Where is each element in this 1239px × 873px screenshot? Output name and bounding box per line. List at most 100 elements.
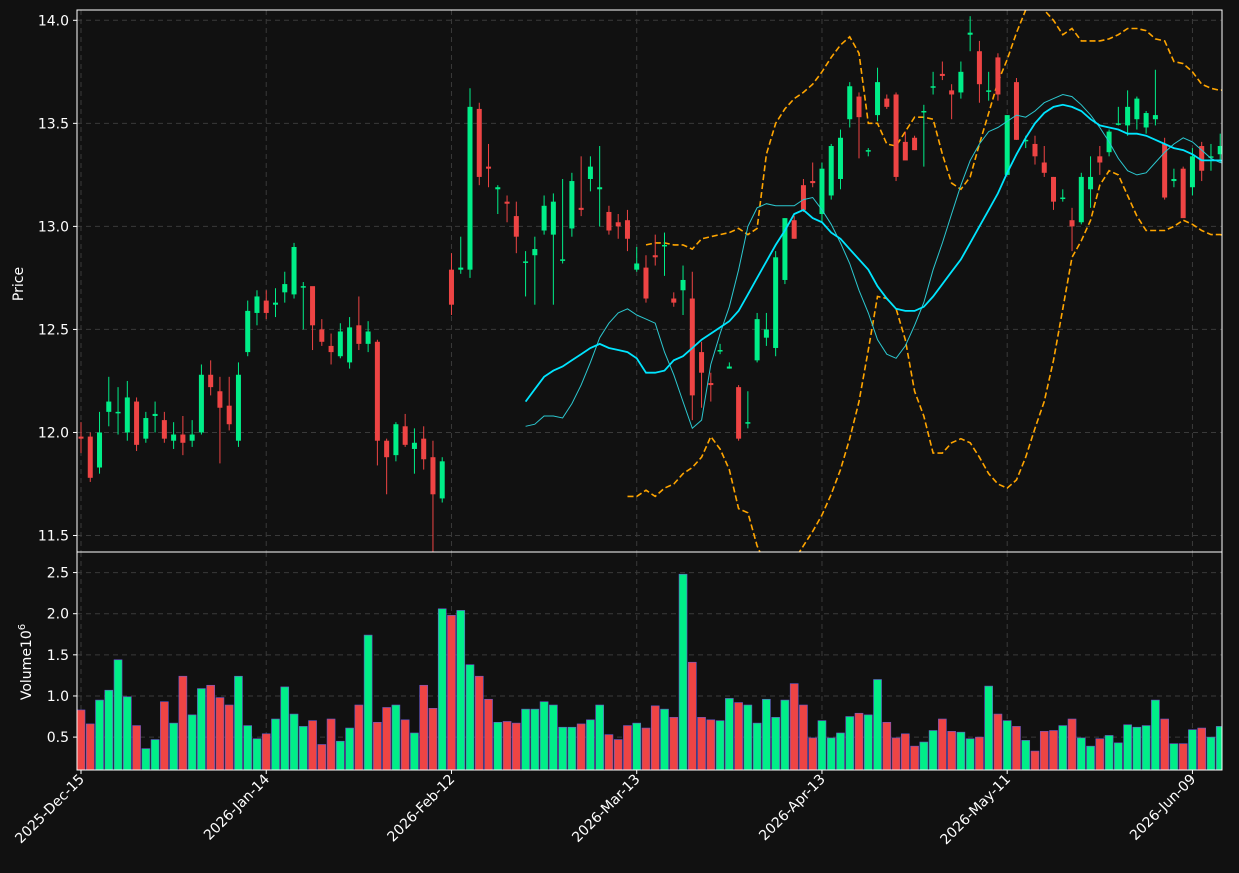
candle [337,323,343,359]
volume-bar [725,698,734,770]
candle [699,341,705,408]
price-tick-label: 14.0 [38,13,69,29]
volume-bar [141,748,151,770]
candle [347,317,353,369]
volume-bar [169,722,178,770]
volume-axis-label: Volume106 [17,624,35,700]
volume-bar [623,725,632,770]
candle [1152,69,1158,126]
candle-body [504,201,510,204]
candle [763,312,769,346]
volume-tick-label: 2.5 [47,566,69,582]
candle-body [263,300,269,313]
volume-bar [558,726,567,770]
candle [1051,176,1057,210]
volume-bar [493,721,503,770]
volume-bar [521,708,530,770]
candle-body [402,426,408,445]
candle [643,255,649,303]
candle [439,457,445,503]
candle [1180,166,1186,219]
volume-bar [1197,727,1207,770]
candle-body [523,261,529,263]
volume-bar [1021,740,1031,770]
candle [106,376,112,427]
candle [1088,156,1094,208]
candle [634,246,640,272]
candle-body [291,246,297,295]
candle [847,82,853,128]
candle-body [717,350,723,352]
candle-body [921,110,927,113]
volume-bar [975,736,984,770]
volume-bar [289,713,299,770]
candle-body [1143,113,1149,128]
candle-body [773,257,779,348]
candle-body [134,401,140,445]
candle [754,312,760,363]
candle [87,432,93,482]
candle-body [161,420,167,439]
candle-body [1004,115,1010,175]
candle [161,411,167,443]
candle-body [143,418,149,439]
candle [1162,137,1168,200]
volume-bar [1206,736,1216,770]
volume-bar [428,708,438,770]
volume-bar [734,702,743,770]
volume-bar [215,697,225,770]
candle-body [189,434,195,441]
candle-body [245,310,251,353]
volume-bar [317,744,327,770]
volume-bar [993,713,1003,770]
volume-bar [95,699,104,770]
candle-body [384,440,390,458]
volume-bar [336,740,345,770]
candle [1125,90,1131,136]
volume-bar [419,684,428,770]
candle-body [986,90,992,92]
volume-bar [780,699,790,770]
volume-bar [836,732,845,770]
volume-bar [678,573,688,770]
candle-body [958,71,964,93]
volume-bar [326,718,336,770]
candle-body [1180,168,1186,219]
candle-body [587,166,593,179]
candle [198,364,204,435]
candle [1097,146,1103,175]
candle-body [1152,115,1158,120]
candle [421,426,427,470]
candle-body [1088,176,1094,190]
candle [393,422,399,462]
volume-bar [197,688,206,770]
candle-body [782,218,788,280]
volume-bar [447,615,456,770]
candle [773,251,779,357]
volume-bar [947,731,956,770]
volume-bar [410,732,419,770]
candle-body [819,168,825,215]
volume-bar [178,675,188,770]
candle-body [902,141,908,161]
candle-body [615,222,621,227]
volume-bar [1012,726,1021,770]
candle [504,195,510,223]
volume-bar [576,723,586,770]
upper-band-line [645,10,1222,251]
candle-body [476,108,482,177]
candle-body [884,98,890,107]
candle [717,343,723,355]
candle [226,376,232,431]
candle [976,40,982,103]
volume-bar [160,701,169,770]
volume-bar [132,725,141,770]
candle-body [365,331,371,344]
candle [448,253,454,316]
candle [893,92,899,182]
candle-body [1041,162,1047,173]
candle-body [458,267,464,270]
volume-bars [77,573,1222,770]
candle [1189,148,1195,196]
volume-bar [919,741,929,770]
